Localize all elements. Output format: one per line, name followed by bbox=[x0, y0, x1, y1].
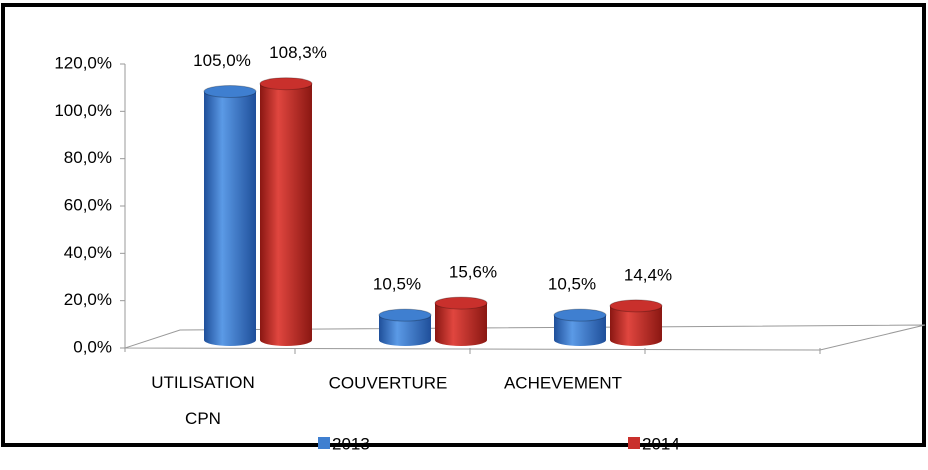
y-tick-label: 120,0% bbox=[54, 53, 112, 72]
x-tick-label: ACHEVEMENT bbox=[504, 373, 622, 392]
x-tick-label: UTILISATION CPN bbox=[151, 373, 255, 428]
data-label: 108,3% bbox=[269, 43, 327, 62]
bar-top bbox=[434, 296, 488, 310]
y-tick-label: 20,0% bbox=[64, 290, 112, 309]
data-label: 10,5% bbox=[373, 275, 421, 294]
bar-top bbox=[553, 308, 607, 322]
y-tick-label: 100,0% bbox=[54, 101, 112, 120]
data-label: 105,0% bbox=[193, 51, 251, 70]
bar bbox=[260, 83, 312, 346]
bar bbox=[610, 305, 662, 346]
data-label: 15,6% bbox=[449, 263, 497, 282]
bar-top bbox=[259, 77, 313, 91]
bar-top bbox=[203, 85, 257, 98]
legend-label: 2014 bbox=[642, 434, 680, 453]
legend-label: 2013 bbox=[332, 434, 370, 453]
x-tick-label: COUVERTURE bbox=[329, 373, 448, 392]
legend-swatch bbox=[628, 437, 640, 449]
y-tick-label: 80,0% bbox=[64, 148, 112, 167]
y-tick-label: 0,0% bbox=[73, 337, 112, 356]
bar bbox=[379, 315, 431, 346]
data-label: 10,5% bbox=[548, 275, 596, 294]
legend-swatch bbox=[318, 437, 330, 449]
frame bbox=[1, 3, 926, 447]
bar bbox=[554, 315, 606, 346]
bar bbox=[204, 91, 256, 346]
data-label: 14,4% bbox=[624, 265, 672, 284]
y-tick-label: 60,0% bbox=[64, 195, 112, 214]
y-tick-label: 40,0% bbox=[64, 243, 112, 262]
bar-top bbox=[609, 299, 663, 313]
bar bbox=[435, 303, 487, 346]
floor bbox=[124, 324, 926, 351]
bar-top bbox=[378, 308, 432, 322]
